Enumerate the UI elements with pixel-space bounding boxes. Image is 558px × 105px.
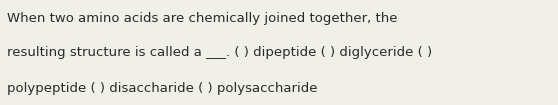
- Text: resulting structure is called a ___. ( ) dipeptide ( ) diglyceride ( ): resulting structure is called a ___. ( )…: [7, 46, 432, 59]
- Text: polypeptide ( ) disaccharide ( ) polysaccharide: polypeptide ( ) disaccharide ( ) polysac…: [7, 82, 318, 95]
- Text: When two amino acids are chemically joined together, the: When two amino acids are chemically join…: [7, 12, 398, 25]
